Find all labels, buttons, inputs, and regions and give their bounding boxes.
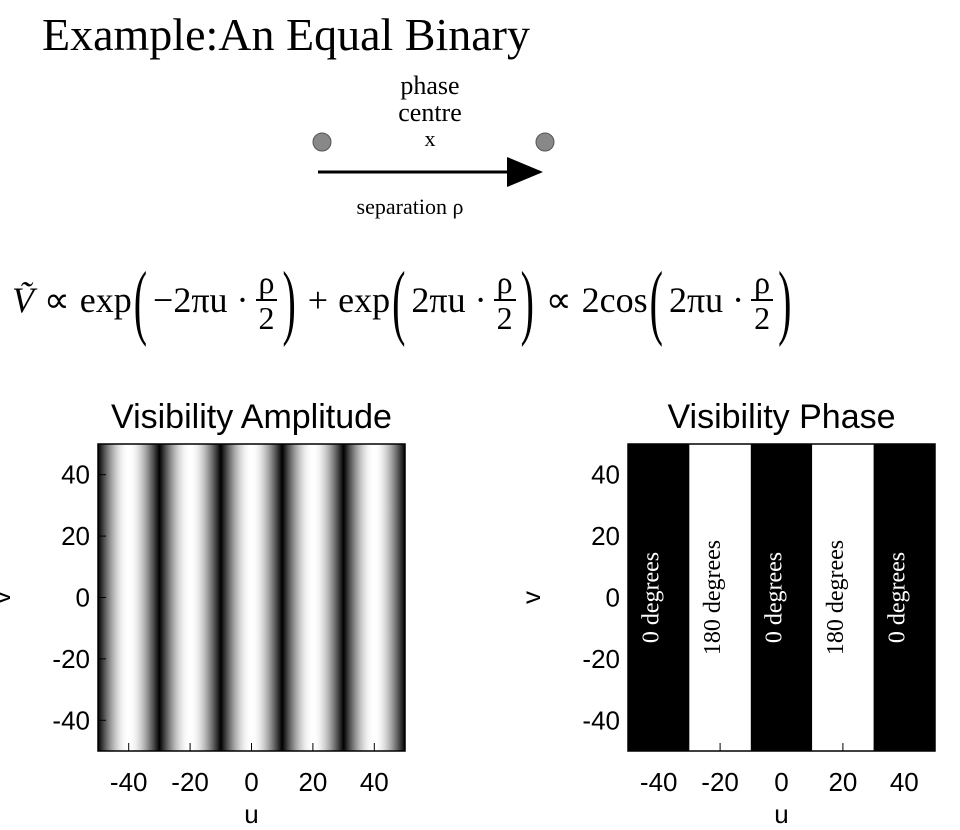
equation-function: exp bbox=[338, 280, 391, 320]
fraction-denominator: 2 bbox=[754, 300, 771, 336]
y-axis-label: v bbox=[516, 591, 546, 604]
equation: Ṽ ∝ exp(−2πu · ρ 2) + exp(2πu · ρ 2) ∝ 2cos(2πu · ρ… bbox=[12, 250, 793, 350]
y-tick-label: 0 bbox=[606, 583, 620, 613]
fraction-numerator: ρ bbox=[751, 265, 774, 301]
x-axis-label: u bbox=[774, 799, 788, 829]
x-tick-label: -40 bbox=[640, 767, 678, 797]
equation-function: 2cos bbox=[581, 280, 648, 320]
x-axis-label: u bbox=[244, 799, 258, 829]
centre-label: centre bbox=[398, 98, 462, 127]
plot-title: Visibility Amplitude bbox=[111, 398, 392, 436]
paren: ) bbox=[282, 252, 296, 348]
phase-band bbox=[873, 444, 935, 751]
y-tick-label: -20 bbox=[582, 644, 620, 674]
x-tick-label: 40 bbox=[360, 767, 389, 797]
fraction-denominator: 2 bbox=[258, 300, 275, 336]
amplitude-image bbox=[98, 444, 405, 751]
fraction-numerator: ρ bbox=[255, 265, 278, 301]
band-label: 180 degrees bbox=[823, 540, 849, 655]
equation-operator: ∝ bbox=[545, 280, 572, 320]
centre-marker: x bbox=[425, 126, 436, 151]
phase-band bbox=[812, 444, 874, 751]
phase-label: phase bbox=[400, 71, 459, 100]
fraction-denominator: 2 bbox=[496, 300, 513, 336]
band-label: 180 degrees bbox=[700, 540, 726, 655]
y-tick-label: 20 bbox=[61, 521, 90, 551]
x-tick-label: -20 bbox=[171, 767, 209, 797]
equation-lhs: Ṽ bbox=[12, 280, 34, 320]
fraction-numerator: ρ bbox=[493, 265, 516, 301]
phase-band bbox=[689, 444, 751, 751]
slide-title: Example:An Equal Binary bbox=[42, 9, 530, 60]
equation-argument: 2πu · bbox=[668, 280, 745, 320]
x-tick-label: -20 bbox=[701, 767, 739, 797]
equation-function: exp bbox=[79, 280, 132, 320]
star bbox=[535, 132, 555, 152]
y-axis-label: v bbox=[0, 591, 16, 604]
equation-argument: −2πu · bbox=[153, 280, 249, 320]
y-tick-label: 0 bbox=[76, 583, 90, 613]
equation-argument: 2πu · bbox=[411, 280, 487, 320]
x-tick-label: -40 bbox=[110, 767, 148, 797]
y-tick-label: -20 bbox=[52, 644, 90, 674]
y-tick-label: 20 bbox=[591, 521, 620, 551]
paren: ( bbox=[133, 252, 148, 348]
x-tick-label: 0 bbox=[774, 767, 788, 797]
y-tick-label: -40 bbox=[52, 705, 90, 735]
star bbox=[312, 132, 332, 152]
separation-label: separation ρ bbox=[357, 194, 464, 219]
x-tick-label: 0 bbox=[244, 767, 258, 797]
paren: ( bbox=[392, 252, 406, 348]
paren: ( bbox=[649, 252, 663, 348]
y-tick-label: 40 bbox=[591, 460, 620, 490]
x-tick-label: 40 bbox=[890, 767, 919, 797]
phase-band bbox=[750, 444, 813, 751]
y-tick-label: 40 bbox=[61, 460, 90, 490]
paren: ) bbox=[778, 252, 792, 348]
x-tick-label: 20 bbox=[828, 767, 857, 797]
band-label: 0 degrees bbox=[762, 552, 788, 643]
equation-operator: + bbox=[307, 280, 329, 320]
paren: ) bbox=[520, 252, 534, 348]
band-label: 0 degrees bbox=[639, 552, 665, 643]
x-tick-label: 20 bbox=[298, 767, 327, 797]
band-label: 0 degrees bbox=[884, 552, 910, 643]
y-tick-label: -40 bbox=[582, 705, 620, 735]
plot-title: Visibility Phase bbox=[667, 398, 895, 436]
equation-operator: ∝ bbox=[44, 280, 70, 320]
phase-band bbox=[628, 444, 690, 751]
